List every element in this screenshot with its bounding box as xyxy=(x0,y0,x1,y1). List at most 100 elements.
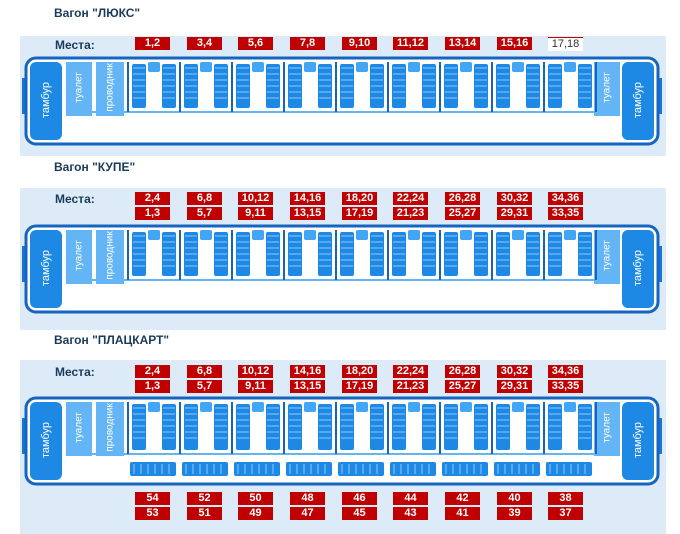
seat-number-button[interactable]: 21,23 xyxy=(393,207,428,220)
seat-number-button[interactable]: 21,23 xyxy=(393,380,428,393)
berth-left xyxy=(496,404,510,450)
seat-number-button[interactable]: 34,36 xyxy=(548,192,583,205)
seat-number-button[interactable]: 49 xyxy=(238,507,273,520)
table xyxy=(304,62,316,72)
places-label-kupe: Места: xyxy=(55,192,95,206)
seat-number-button[interactable]: 3,4 xyxy=(187,37,222,50)
seat-number-button[interactable]: 40 xyxy=(497,492,532,505)
seat-number-button[interactable]: 39 xyxy=(497,507,532,520)
seat-number-button[interactable]: 2,4 xyxy=(135,365,170,378)
table xyxy=(408,62,420,72)
seat-number-button[interactable]: 50 xyxy=(238,492,273,505)
seat-number-button[interactable]: 33,35 xyxy=(548,207,583,220)
seat-number-button[interactable]: 26,28 xyxy=(445,365,480,378)
berth-right xyxy=(266,404,280,450)
seat-number-button[interactable]: 22,24 xyxy=(393,192,428,205)
seat-number-button[interactable]: 1,3 xyxy=(135,380,170,393)
tambur-left xyxy=(30,230,62,308)
seat-number-button[interactable]: 13,15 xyxy=(290,380,325,393)
seat-number-button[interactable]: 54 xyxy=(135,492,170,505)
tambur-right-label: тамбур xyxy=(632,249,644,287)
seat-number-button[interactable]: 52 xyxy=(187,492,222,505)
toilet-right xyxy=(594,62,620,116)
seat-number-button[interactable]: 30,32 xyxy=(497,365,532,378)
toilet-left-label: туалет xyxy=(73,412,85,443)
seat-number-button[interactable]: 37 xyxy=(548,507,583,520)
berth-right xyxy=(162,404,176,450)
seat-number-button[interactable]: 7,8 xyxy=(290,37,325,50)
seat-number-button[interactable]: 25,27 xyxy=(445,207,480,220)
seat-number-button[interactable]: 44 xyxy=(393,492,428,505)
seat-number-button[interactable]: 29,31 xyxy=(497,207,532,220)
tambur-right xyxy=(622,230,654,308)
seat-number-button[interactable]: 51 xyxy=(187,507,222,520)
seat-number-button[interactable]: 5,7 xyxy=(187,380,222,393)
seat-number-button[interactable]: 10,12 xyxy=(238,365,273,378)
seat-number-button[interactable]: 10,12 xyxy=(238,192,273,205)
toilet-right-label: туалет xyxy=(601,412,613,443)
berth-left xyxy=(392,404,406,450)
conductor-room xyxy=(96,230,124,284)
seat-number-button[interactable]: 17,18 xyxy=(548,37,583,51)
seat-number-button[interactable]: 46 xyxy=(342,492,377,505)
seat-number-button[interactable]: 17,19 xyxy=(342,380,377,393)
tambur-right-label: тамбур xyxy=(632,421,644,459)
seat-number-button[interactable]: 42 xyxy=(445,492,480,505)
seat-number-button[interactable]: 2,4 xyxy=(135,192,170,205)
car-svg xyxy=(22,56,662,146)
seat-number-button[interactable]: 48 xyxy=(290,492,325,505)
seat-number-button[interactable]: 22,24 xyxy=(393,365,428,378)
seat-number-button[interactable]: 18,20 xyxy=(342,192,377,205)
seat-number-button[interactable]: 5,6 xyxy=(238,37,273,50)
tambur-right xyxy=(622,62,654,140)
seat-number-button[interactable]: 11,12 xyxy=(393,37,428,50)
seat-number-button[interactable]: 45 xyxy=(342,507,377,520)
seat-number-button[interactable]: 34,36 xyxy=(548,365,583,378)
conductor-room xyxy=(96,402,124,456)
seat-number-button[interactable]: 6,8 xyxy=(187,192,222,205)
seat-number-button[interactable]: 17,19 xyxy=(342,207,377,220)
berth-right xyxy=(318,404,332,450)
tambur-left-label: тамбур xyxy=(40,249,52,287)
berth-left xyxy=(184,404,198,450)
seat-number-button[interactable]: 6,8 xyxy=(187,365,222,378)
car-diagram-lux: тамбур тамбур туалет проводник туалет xyxy=(22,56,662,146)
seat-number-button[interactable]: 1,2 xyxy=(135,37,170,50)
berth-left xyxy=(444,404,458,450)
seat-number-button[interactable]: 9,11 xyxy=(238,207,273,220)
table xyxy=(200,402,212,412)
seat-number-button[interactable]: 25,27 xyxy=(445,380,480,393)
seat-number-button[interactable]: 38 xyxy=(548,492,583,505)
seat-number-button[interactable]: 30,32 xyxy=(497,192,532,205)
table xyxy=(408,230,420,240)
seat-number-button[interactable]: 41 xyxy=(445,507,480,520)
conductor-room xyxy=(96,62,124,116)
tambur-right xyxy=(622,402,654,480)
seat-number-button[interactable]: 47 xyxy=(290,507,325,520)
seat-number-button[interactable]: 43 xyxy=(393,507,428,520)
seat-number-button[interactable]: 1,3 xyxy=(135,207,170,220)
seat-number-button[interactable]: 5,7 xyxy=(187,207,222,220)
seat-number-button[interactable]: 33,35 xyxy=(548,380,583,393)
places-label-platskart: Места: xyxy=(55,365,95,379)
seat-number-button[interactable]: 29,31 xyxy=(497,380,532,393)
seat-number-button[interactable]: 14,16 xyxy=(290,365,325,378)
seat-number-button[interactable]: 26,28 xyxy=(445,192,480,205)
table xyxy=(356,62,368,72)
table xyxy=(252,402,264,412)
berth-left xyxy=(132,404,146,450)
seat-number-button[interactable]: 15,16 xyxy=(497,37,532,50)
toilet-left xyxy=(66,402,92,456)
seat-number-button[interactable]: 9,11 xyxy=(238,380,273,393)
seat-number-button[interactable]: 18,20 xyxy=(342,365,377,378)
seat-number-button[interactable]: 13,14 xyxy=(445,37,480,50)
seat-number-button[interactable]: 13,15 xyxy=(290,207,325,220)
seat-number-button[interactable]: 9,10 xyxy=(342,37,377,50)
seat-number-button[interactable]: 14,16 xyxy=(290,192,325,205)
car-svg xyxy=(22,396,662,486)
tambur-left-label: тамбур xyxy=(40,421,52,459)
berth-left xyxy=(236,404,250,450)
table xyxy=(460,402,472,412)
seat-number-button[interactable]: 53 xyxy=(135,507,170,520)
places-label-lux: Места: xyxy=(55,38,95,52)
